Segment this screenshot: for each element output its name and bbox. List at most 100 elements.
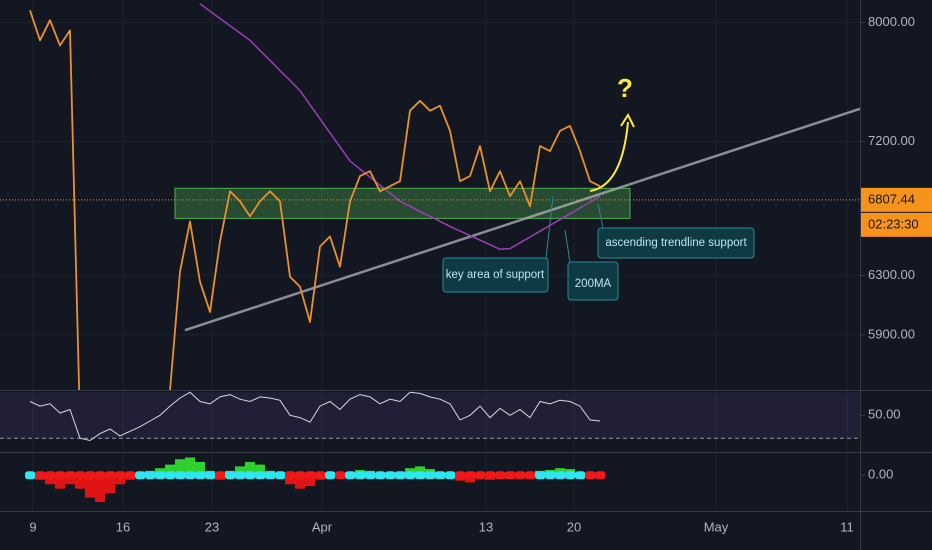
y-tick-label: 8000.00 [868,14,915,29]
annotation-box [597,227,755,259]
histogram-bar [75,475,85,489]
signal-dot [265,471,276,480]
signal-dot [155,471,166,480]
signal-dot [135,471,146,480]
signal-dot [365,471,376,480]
x-tick-label: 16 [116,519,130,534]
signal-dot [525,471,536,480]
rsi-line [29,391,601,442]
signal-dot [175,471,186,480]
x-tick-label: 9 [29,519,36,534]
signal-dot [55,471,66,480]
signal-dot [125,471,136,480]
countdown-box [861,212,932,237]
rsi-band [0,392,860,439]
signal-dot [375,471,386,480]
signal-dot [575,471,586,480]
signal-dot [45,471,56,480]
signal-dot [325,471,336,480]
signal-dot [185,471,196,480]
signal-dot [545,471,556,480]
signal-dot [255,471,266,480]
histogram-bar [45,475,55,485]
trendline [184,107,860,332]
question-mark: ? [617,73,633,103]
signal-dot [165,471,176,480]
signal-dot [405,471,416,480]
grid [0,0,860,511]
signal-dot [295,471,306,480]
histogram-bar [115,475,125,485]
signal-dot [585,471,596,480]
signal-dot [95,471,106,480]
signal-dot [275,471,286,480]
signal-dot [495,471,506,480]
annotation-box [567,261,619,301]
moving-average-line [199,3,601,251]
price-pane [0,3,860,390]
signal-dot [215,471,226,480]
signal-dot [245,471,256,480]
signal-dot [435,471,446,480]
annotation-box [442,257,549,293]
signal-dot [395,471,406,480]
x-tick-label: 20 [567,519,581,534]
histogram-bar [255,464,265,476]
callout-line [545,195,554,259]
signal-dot [455,471,466,480]
histogram-bar [245,461,255,476]
current-price-box [861,187,932,212]
histogram-bar [95,475,105,503]
callout-line [597,203,604,229]
signal-dot [555,471,566,480]
x-tick-label: Apr [312,519,333,534]
callout-line [564,229,571,263]
signal-dot [315,471,326,480]
histogram-bar [185,457,195,476]
y-tick-label: 6300.00 [868,267,915,282]
histogram-bar [175,459,185,476]
signal-dot [85,471,96,480]
histogram-bar [415,466,425,476]
signal-dot [305,471,316,480]
signal-dot [425,471,436,480]
signal-dot [205,471,216,480]
signal-dot [535,471,546,480]
histogram-bar [85,475,95,498]
annotation-text: ascending trendline support [605,237,747,249]
histogram-bar [295,475,305,489]
signal-dot [285,471,296,480]
signal-dot [25,471,36,480]
signal-dot [465,471,476,480]
histogram-bar [305,475,315,487]
signal-dot [145,471,156,480]
arrow-head [620,112,635,128]
histogram-bar [165,464,175,476]
signal-dot [115,471,126,480]
y-tick-label: 7200.00 [868,133,915,148]
signal-dot [335,471,346,480]
signal-dot [35,471,46,480]
projection-arrow [589,121,629,192]
signal-dot [485,471,496,480]
x-tick-label: 13 [479,519,493,534]
price-line [29,10,601,390]
histogram-bar [235,466,245,476]
signal-dot [235,471,246,480]
signal-dot [475,471,486,480]
histogram-pane [25,457,606,503]
signal-dot [515,471,526,480]
signal-dot [445,471,456,480]
histogram-bar [195,461,205,476]
signal-dot [415,471,426,480]
signal-dot [595,471,606,480]
signal-dot [355,471,366,480]
x-tick-label: 23 [205,519,219,534]
countdown-label: 02:23:30 [868,216,919,231]
histogram-bar [65,475,75,485]
rsi-pane [0,391,860,442]
signal-dot [75,471,86,480]
annotation-text: key area of support [446,269,545,281]
